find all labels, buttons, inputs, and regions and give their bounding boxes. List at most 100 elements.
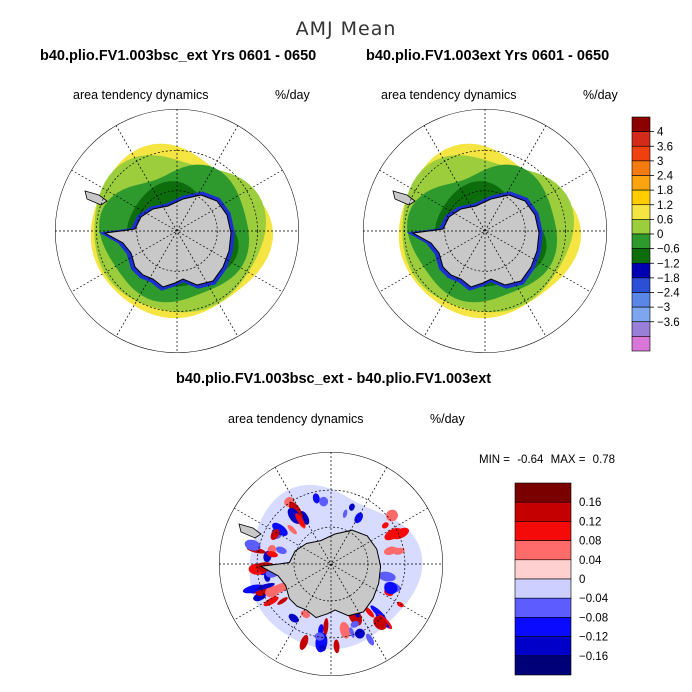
difference-patch [319, 645, 326, 652]
map-panel-3 [219, 452, 443, 676]
difference-patch [373, 616, 387, 630]
colorbar-top-swatch [631, 204, 651, 220]
colorbar-bottom-swatch [514, 559, 572, 580]
min-label: MIN = [479, 454, 510, 466]
difference-patch [364, 607, 375, 618]
colorbar-bottom-label: −0.12 [579, 632, 608, 644]
colorbar-top-swatch [631, 116, 651, 132]
colorbar-top-swatch [631, 306, 651, 323]
panel-2-variable: area tendency dynamics [381, 88, 517, 102]
colorbar-top-label: 1.2 [657, 200, 673, 212]
max-value: 0.78 [592, 454, 616, 466]
colorbar-top-label: 1.8 [657, 185, 673, 197]
difference-patch [318, 624, 324, 636]
colorbar-top-swatch [631, 262, 651, 279]
figure-title: AMJ Mean [295, 18, 397, 40]
colorbar-bottom-label: 0.12 [579, 516, 601, 528]
difference-patch [393, 547, 405, 555]
difference-patch [339, 621, 351, 639]
colorbar-bottom-swatch [514, 521, 572, 541]
colorbar-top-swatch [631, 160, 651, 176]
stats-readout: MIN = -0.64 MAX = 0.78 [479, 454, 615, 466]
colorbar-bottom-label: −0.04 [579, 593, 609, 605]
colorbar-bottom-swatch [514, 501, 572, 522]
colorbar-top-swatch [631, 175, 651, 191]
map-panel-1-south-america [84, 190, 108, 206]
min-value: -0.64 [517, 454, 544, 466]
difference-patch [319, 496, 329, 507]
difference-patch [366, 633, 375, 646]
colorbar-top-label: −0.6 [657, 244, 680, 256]
colorbar-bottom-swatch [514, 482, 572, 503]
panel-3-units: %/day [430, 412, 465, 426]
colorbar-top-label: −1.8 [657, 273, 680, 285]
colorbar-bottom-swatch [514, 540, 572, 561]
difference-patch [295, 513, 306, 528]
difference-patch [314, 632, 325, 641]
difference-patch [386, 509, 398, 522]
colorbar-bottom-label: −0.08 [579, 612, 608, 624]
map-panel-2 [363, 109, 607, 353]
colorbar-bottom-swatch [514, 655, 572, 676]
colorbar-bottom-label: 0.08 [579, 536, 601, 548]
colorbar-bottom-label: 0.16 [579, 497, 601, 509]
colorbar-top-swatch [631, 292, 651, 308]
colorbar-top-label: −3 [657, 302, 670, 314]
difference-patch [275, 546, 287, 555]
colorbar-top-swatch [631, 219, 651, 235]
colorbar-top-swatch [631, 321, 651, 337]
difference-patch [396, 601, 404, 608]
difference-patch [270, 529, 280, 540]
colorbar-top-swatch [631, 145, 651, 162]
difference-patch [354, 628, 365, 639]
colorbar-bottom-swatch [514, 636, 572, 657]
difference-patch [354, 512, 363, 524]
panel-2-units: %/day [583, 88, 618, 102]
map-panel-2-south-america [392, 190, 416, 206]
difference-patch [383, 546, 397, 556]
panel-1-variable: area tendency dynamics [73, 88, 209, 102]
colorbar-top-swatch [631, 336, 651, 352]
difference-patch [350, 620, 360, 628]
map-panel-3-south-america [238, 523, 262, 539]
panel-1-units: %/day [275, 88, 310, 102]
colorbar-top-label: 3.6 [657, 141, 673, 153]
map-panel-1 [55, 109, 299, 353]
difference-patch [272, 522, 288, 536]
colorbar-bottom-label: 0.04 [579, 555, 602, 567]
difference-patch [263, 596, 279, 607]
map-panel-3-meridian-5 [233, 507, 429, 621]
colorbar-top-label: 3 [657, 156, 663, 168]
difference-patch [299, 635, 309, 650]
difference-patch [349, 627, 355, 638]
colorbar-bottom-swatch [514, 617, 572, 637]
colorbar-top-label: −1.2 [657, 258, 680, 270]
colorbar-bottom-swatch [514, 578, 572, 599]
colorbar-top-swatch [631, 277, 651, 293]
difference-patch [255, 582, 275, 591]
difference-patch [381, 522, 389, 529]
colorbar-top-swatch [631, 131, 651, 147]
difference-patch [323, 618, 329, 636]
difference-patch [342, 509, 348, 518]
colorbar-top-label: 0.6 [657, 214, 673, 226]
difference-patch [378, 571, 396, 582]
difference-patch [312, 493, 320, 504]
colorbar-bottom-swatch [514, 597, 572, 618]
difference-patch [277, 597, 288, 605]
difference-patch [288, 613, 299, 623]
panel-1-title: b40.plio.FV1.003bsc_ext Yrs 0601 - 0650 [40, 48, 317, 64]
difference-patch [266, 551, 278, 558]
difference-patch [242, 584, 263, 594]
difference-patch [244, 539, 261, 551]
colorbar-bottom-label: 0 [579, 574, 585, 586]
colorbar-top-swatch [631, 233, 651, 249]
colorbar-top-label: 2.4 [657, 171, 674, 183]
map-panel-2-meridian-5 [379, 169, 591, 293]
difference-patch [300, 610, 311, 619]
difference-patch [348, 503, 355, 511]
colorbar-top-swatch [631, 248, 651, 264]
difference-patch [333, 639, 340, 654]
difference-patch [287, 524, 297, 535]
